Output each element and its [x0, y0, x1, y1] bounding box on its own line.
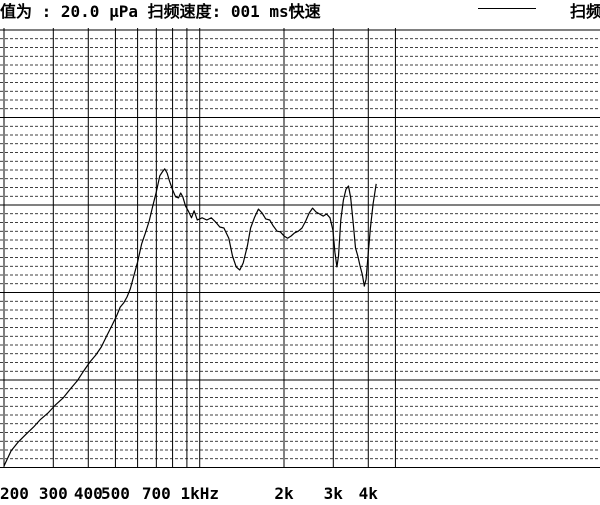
x-tick-label: 2k	[274, 484, 294, 503]
vertical-grid	[3, 28, 396, 468]
x-tick-label: 700	[142, 484, 171, 503]
major-grid	[0, 29, 600, 468]
x-tick-label: 500	[101, 484, 130, 503]
x-tick-label: 4k	[359, 484, 379, 503]
x-tick-label: 1kHz	[180, 484, 219, 503]
minor-grid	[0, 38, 600, 460]
x-tick-label: 200	[0, 484, 29, 503]
x-tick-label: 300	[39, 484, 68, 503]
series-layer	[3, 168, 377, 467]
series-line-0	[3, 168, 377, 467]
header-right-text: 扫频	[570, 2, 600, 21]
x-tick-label: 3k	[324, 484, 344, 503]
x-tick-label: 400	[74, 484, 103, 503]
header-status-text: 值为 : 20.0 μPa 扫频速度: 001 ms快速	[0, 2, 321, 21]
header-line-marker	[478, 8, 536, 9]
